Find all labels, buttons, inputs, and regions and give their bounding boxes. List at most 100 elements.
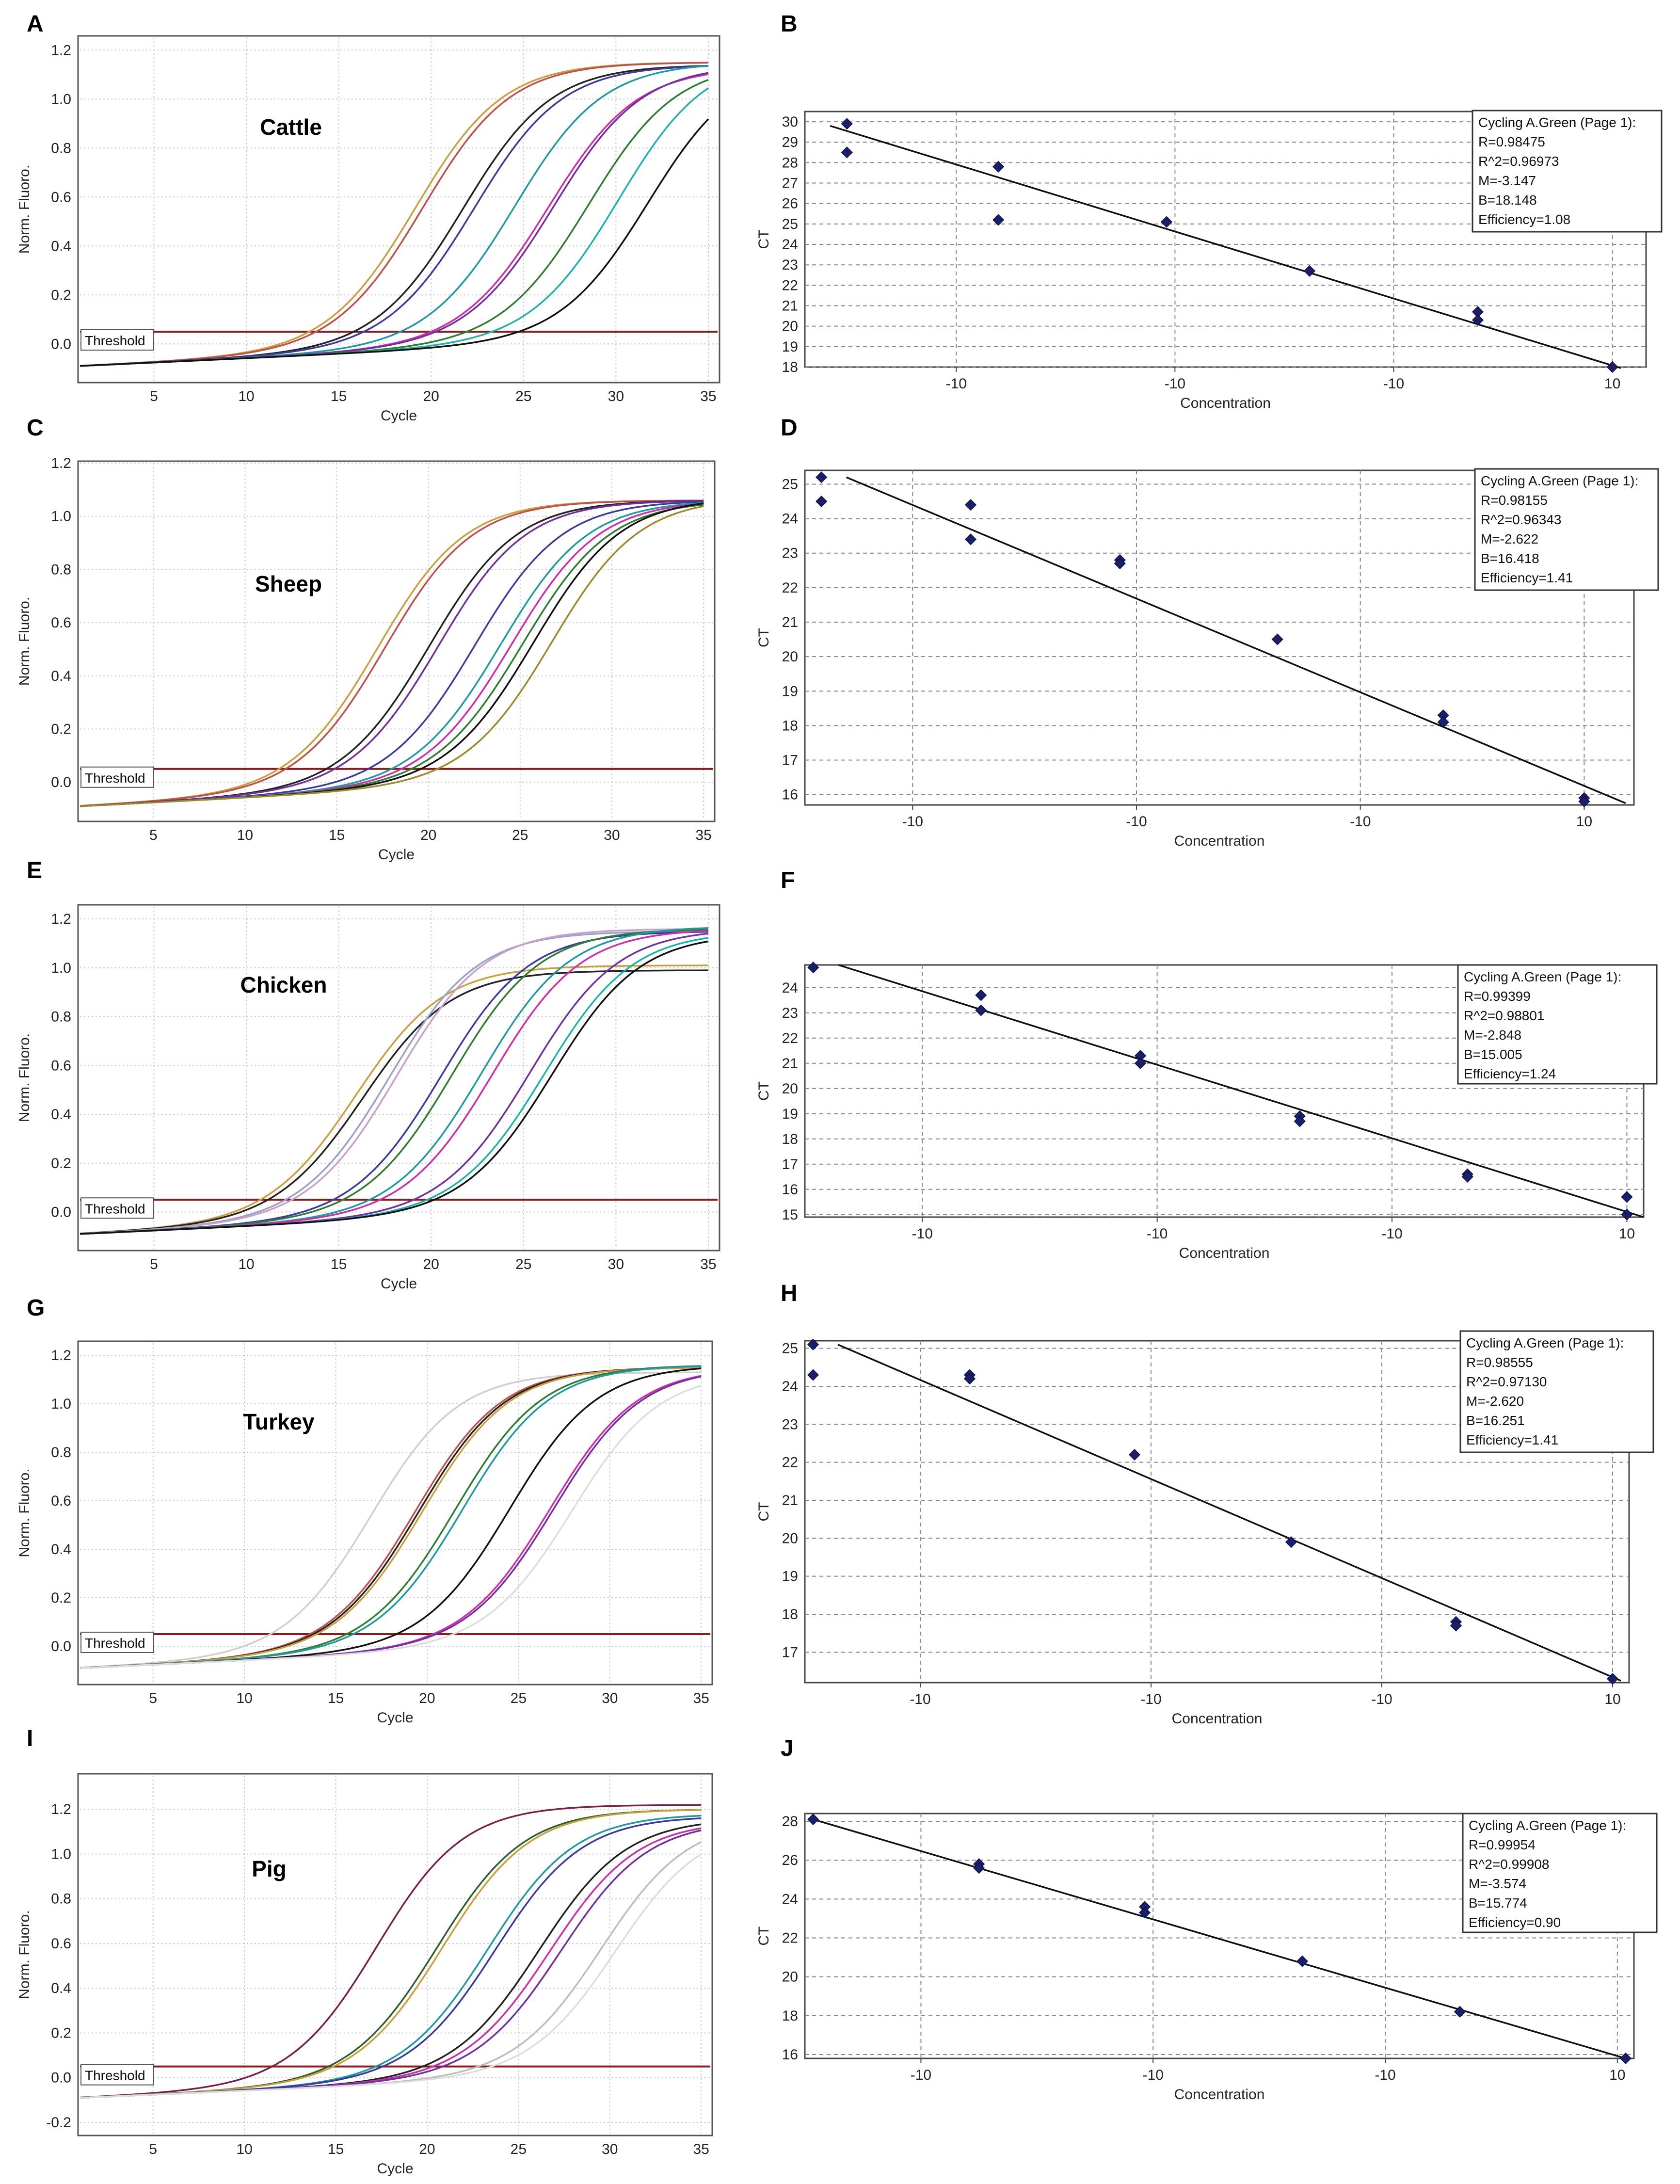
- data-point-7: [1472, 306, 1484, 318]
- y-tick-label: 0.8: [51, 1445, 71, 1461]
- y-axis-label: CT: [756, 628, 772, 647]
- x-tick-label: 10: [238, 388, 254, 404]
- legend-line-6: Efficiency=1.24: [1464, 1066, 1556, 1081]
- x-tick-label: -10: [1381, 1226, 1402, 1242]
- y-tick-label: 22: [782, 1455, 798, 1471]
- amplification-curve-1: [80, 1371, 702, 1669]
- data-point-7: [1294, 1115, 1306, 1127]
- threshold-label-box: [80, 2064, 154, 2086]
- y-axis-label: Norm. Fluoro.: [16, 1910, 32, 1999]
- data-point-6: [1114, 558, 1126, 570]
- y-tick-label: 1.0: [51, 960, 71, 976]
- data-point-5: [1134, 1057, 1147, 1069]
- amplification-curve-9: [80, 502, 704, 807]
- y-tick-label: 16: [782, 2047, 798, 2063]
- y-tick-label: 20: [782, 1969, 798, 1985]
- y-tick-label: 24: [782, 1379, 798, 1395]
- y-tick-label: 19: [782, 683, 798, 699]
- y-tick-label: 24: [782, 1891, 798, 1907]
- x-tick-label: -10: [1350, 814, 1371, 830]
- amplification-curve-5: [80, 931, 708, 1235]
- regression-legend-box: [1472, 110, 1663, 233]
- x-tick-label: 10: [1604, 1691, 1620, 1707]
- amplification-curve-10: [80, 1853, 702, 2099]
- species-label: Chicken: [240, 972, 327, 997]
- y-tick-label: 1.0: [51, 509, 71, 525]
- plot-frame: [77, 1340, 713, 1686]
- legend-line-4: M=-2.848: [1464, 1028, 1521, 1043]
- threshold-label-box: [80, 1632, 154, 1653]
- x-tick-label: 25: [512, 827, 528, 843]
- regression-legend-box: [1457, 964, 1658, 1085]
- x-tick-label: 10: [1604, 376, 1620, 392]
- plot-frame: [77, 904, 720, 1252]
- amplification-curve-2: [80, 1809, 702, 2099]
- amplification-curve-10: [80, 505, 704, 807]
- x-tick-label: -10: [902, 814, 923, 830]
- y-tick-label: 0.2: [51, 722, 71, 738]
- data-point-10: [1578, 792, 1590, 804]
- y-tick-label: 0.0: [51, 1204, 71, 1220]
- amplification-curve-9: [80, 87, 709, 367]
- panel-label-g: G: [27, 1295, 45, 1321]
- legend-line-2: R=0.98475: [1478, 134, 1545, 149]
- legend-line-3: R^2=0.96343: [1481, 512, 1562, 527]
- y-tick-label: 23: [782, 1416, 798, 1432]
- x-tick-label: 10: [236, 2141, 252, 2157]
- legend-line-5: B=16.251: [1466, 1413, 1525, 1428]
- data-point-1: [807, 1338, 819, 1350]
- amplification-curve-11: [80, 940, 709, 1235]
- amplification-curve-3: [80, 500, 704, 807]
- legend-line-6: Efficiency=1.41: [1466, 1432, 1558, 1447]
- x-tick-label: 35: [700, 388, 716, 404]
- data-point-5: [1128, 1448, 1141, 1461]
- legend-line-5: B=18.148: [1478, 193, 1537, 208]
- y-tick-label: 20: [782, 1081, 798, 1097]
- data-point-2: [973, 1858, 985, 1870]
- y-tick-label: 0.2: [51, 287, 71, 303]
- x-tick-label: -10: [1140, 1691, 1161, 1707]
- panel-label-a: A: [27, 11, 44, 37]
- species-label: Sheep: [255, 571, 322, 596]
- regression-line: [830, 125, 1621, 369]
- y-tick-label: 0.4: [51, 1542, 71, 1558]
- y-tick-label: 23: [782, 1005, 798, 1021]
- x-tick-label: -10: [910, 1691, 930, 1707]
- y-tick-label: 17: [782, 753, 798, 769]
- y-tick-label: 1.2: [51, 1801, 71, 1817]
- threshold-label-box: [80, 766, 154, 788]
- y-tick-label: 23: [782, 257, 798, 273]
- species-label: Turkey: [243, 1409, 315, 1434]
- x-tick-label: 15: [331, 388, 347, 404]
- x-axis-label: Cycle: [381, 1276, 417, 1292]
- regression-line: [846, 476, 1626, 804]
- y-tick-label: 16: [782, 787, 798, 803]
- amplification-curve-4: [80, 1367, 702, 1669]
- y-axis-label: CT: [756, 1081, 772, 1101]
- y-tick-label: 20: [782, 649, 798, 665]
- x-tick-label: -10: [1375, 2067, 1395, 2083]
- x-axis-label: Concentration: [1172, 1711, 1263, 1727]
- y-tick-label: 27: [782, 176, 798, 192]
- y-tick-label: 21: [782, 1056, 798, 1072]
- data-point-2: [807, 1369, 819, 1381]
- legend-line-1: Cycling A.Green (Page 1):: [1469, 1818, 1626, 1833]
- legend-line-6: Efficiency=1.41: [1481, 570, 1573, 585]
- regression-legend-box: [1462, 1813, 1658, 1933]
- data-point-6: [1303, 265, 1316, 277]
- panel-label-f: F: [781, 867, 795, 893]
- data-point-3: [964, 499, 977, 511]
- x-tick-label: 30: [608, 388, 624, 404]
- y-tick-label: 19: [782, 339, 798, 355]
- legend-line-3: R^2=0.98801: [1464, 1008, 1545, 1023]
- amplification-curve-6: [80, 73, 709, 367]
- legend-line-1: Cycling A.Green (Page 1):: [1478, 115, 1636, 130]
- y-tick-label: 26: [782, 1852, 798, 1868]
- amplification-curve-8: [80, 1375, 702, 1669]
- x-tick-label: 15: [328, 2141, 344, 2157]
- x-tick-label: 30: [608, 1256, 624, 1272]
- amplification-curve-4: [80, 65, 708, 367]
- x-axis-label: Concentration: [1174, 833, 1265, 849]
- x-tick-label: 10: [236, 1690, 252, 1706]
